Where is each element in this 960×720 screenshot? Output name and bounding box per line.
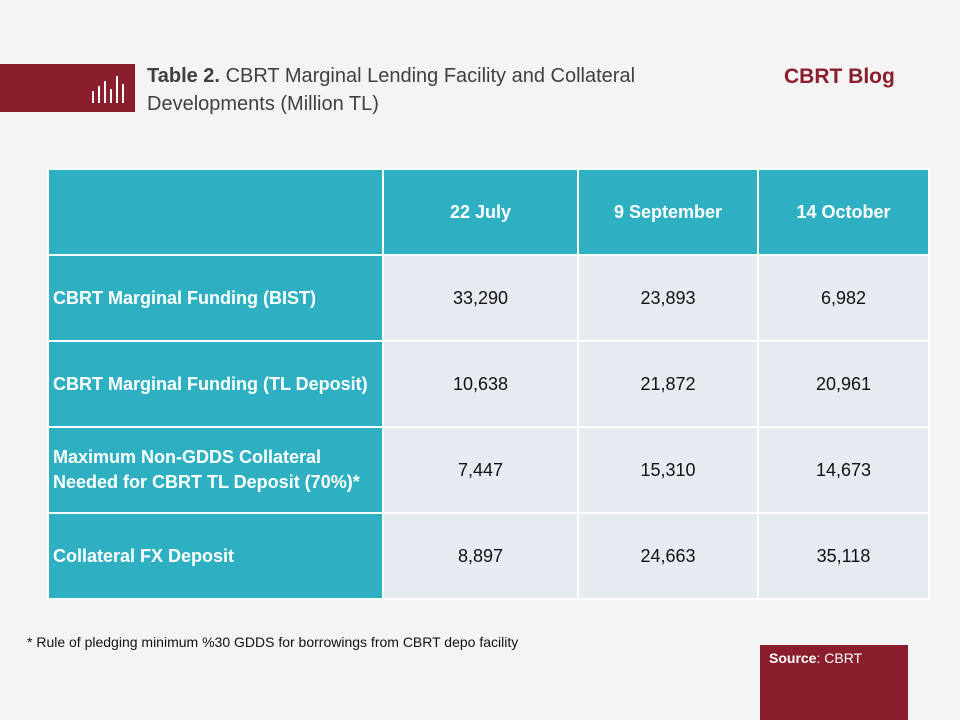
bar-chart-icon (92, 76, 124, 103)
table-corner-cell (47, 168, 384, 256)
column-header: 9 September (577, 168, 759, 256)
row-label: Maximum Non-GDDS Collateral Needed for C… (47, 426, 384, 514)
column-header: 22 July (382, 168, 579, 256)
table-cell: 8,897 (382, 512, 579, 600)
table-row: CBRT Marginal Funding (TL Deposit) 10,63… (47, 340, 930, 428)
title-accent-bar (0, 64, 135, 112)
row-label: CBRT Marginal Funding (BIST) (47, 254, 384, 342)
table-cell: 33,290 (382, 254, 579, 342)
blog-label: CBRT Blog (784, 65, 895, 88)
source-value: : CBRT (816, 650, 863, 666)
table-cell: 20,961 (757, 340, 930, 428)
page-title: Table 2. CBRT Marginal Lending Facility … (147, 62, 707, 118)
table-cell: 6,982 (757, 254, 930, 342)
table-cell: 7,447 (382, 426, 579, 514)
table-row: Collateral FX Deposit 8,897 24,663 35,11… (47, 512, 930, 600)
data-table: 22 July 9 September 14 October CBRT Marg… (47, 168, 930, 600)
table-cell: 15,310 (577, 426, 759, 514)
table-header-row: 22 July 9 September 14 October (47, 168, 930, 256)
table-row: Maximum Non-GDDS Collateral Needed for C… (47, 426, 930, 514)
footnote: * Rule of pledging minimum %30 GDDS for … (27, 634, 519, 650)
table-cell: 23,893 (577, 254, 759, 342)
table-cell: 35,118 (757, 512, 930, 600)
table-cell: 24,663 (577, 512, 759, 600)
column-header: 14 October (757, 168, 930, 256)
row-label: CBRT Marginal Funding (TL Deposit) (47, 340, 384, 428)
table-cell: 10,638 (382, 340, 579, 428)
table-cell: 21,872 (577, 340, 759, 428)
row-label: Collateral FX Deposit (47, 512, 384, 600)
title-text: CBRT Marginal Lending Facility and Colla… (147, 65, 636, 115)
source-label: Source (769, 650, 817, 666)
source-box: Source: CBRT (760, 645, 908, 720)
title-table-number: Table 2. (147, 65, 220, 87)
table-cell: 14,673 (757, 426, 930, 514)
table-row: CBRT Marginal Funding (BIST) 33,290 23,8… (47, 254, 930, 342)
